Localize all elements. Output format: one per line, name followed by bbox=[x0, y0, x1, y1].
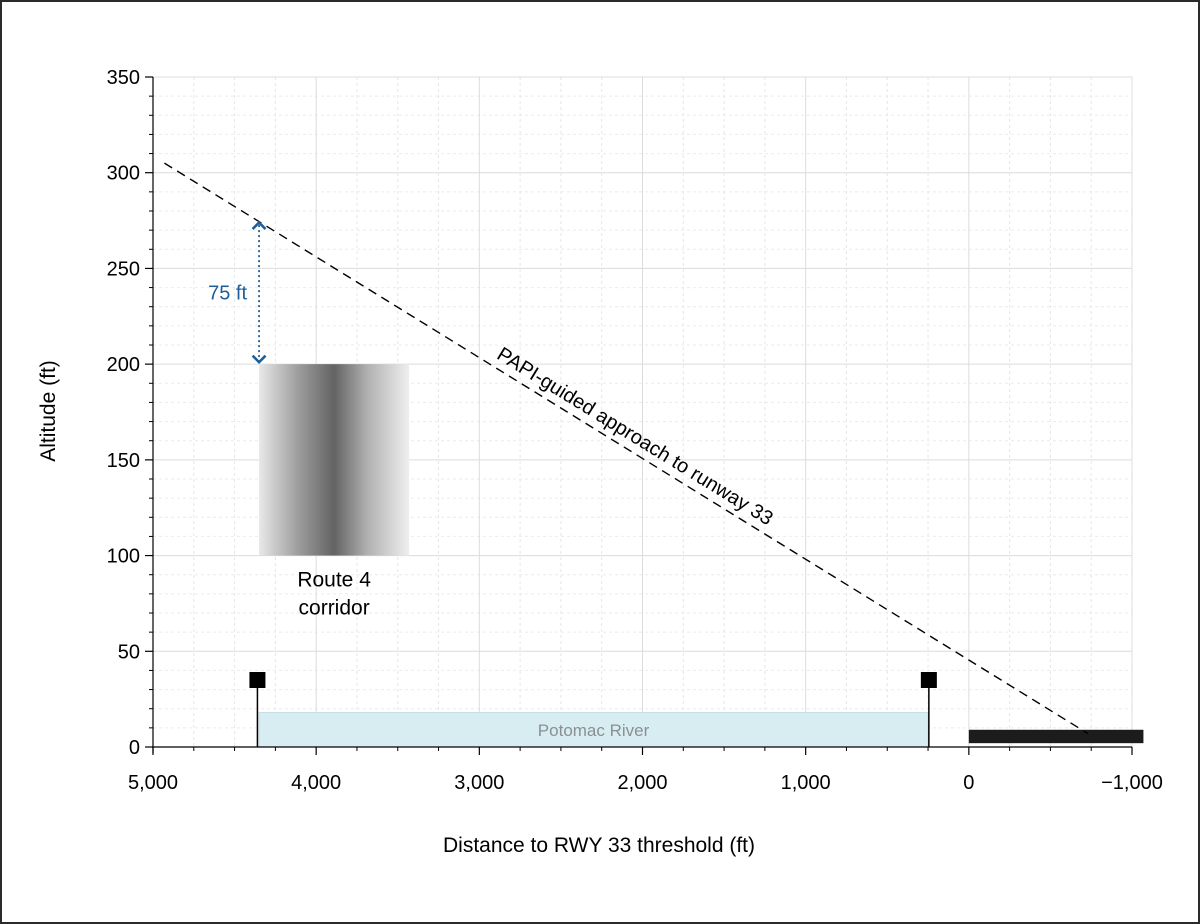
x-tick-label: 4,000 bbox=[291, 772, 341, 794]
y-tick-label: 200 bbox=[107, 354, 140, 376]
x-tick-label: 5,000 bbox=[128, 772, 178, 794]
y-tick-label: 250 bbox=[107, 258, 140, 280]
marker-square bbox=[249, 672, 266, 688]
route-4-corridor bbox=[259, 364, 410, 556]
x-tick-label: 3,000 bbox=[454, 772, 504, 794]
y-tick-label: 300 bbox=[107, 163, 140, 185]
axes-layer: 0 50 100 150 200 250 300 350 5,000 4,000 3,000 2,00… bbox=[107, 67, 1163, 794]
route-4-label: Route 4 bbox=[297, 569, 371, 592]
y-axis-title: Altitude (ft) bbox=[37, 360, 60, 462]
x-tick-label: −1,000 bbox=[1101, 772, 1163, 794]
y-tick-label: 350 bbox=[107, 67, 140, 89]
x-tick-label: 2,000 bbox=[617, 772, 667, 794]
marker-square bbox=[920, 672, 937, 688]
x-axis-title: Distance to RWY 33 threshold (ft) bbox=[443, 834, 755, 857]
y-tick-label: 0 bbox=[129, 737, 140, 759]
y-tick-label: 100 bbox=[107, 546, 140, 568]
approach-path-line bbox=[164, 162, 1089, 735]
separation-label: 75 ft bbox=[208, 282, 247, 304]
x-tick-label: 1,000 bbox=[781, 772, 831, 794]
runway-33-bar bbox=[968, 729, 1144, 744]
y-tick-label: 150 bbox=[107, 450, 140, 472]
corridor-label: corridor bbox=[299, 597, 370, 620]
potomac-river-label: Potomac River bbox=[538, 721, 650, 740]
y-tick-label: 50 bbox=[118, 641, 140, 663]
x-tick-label: 0 bbox=[963, 772, 974, 794]
